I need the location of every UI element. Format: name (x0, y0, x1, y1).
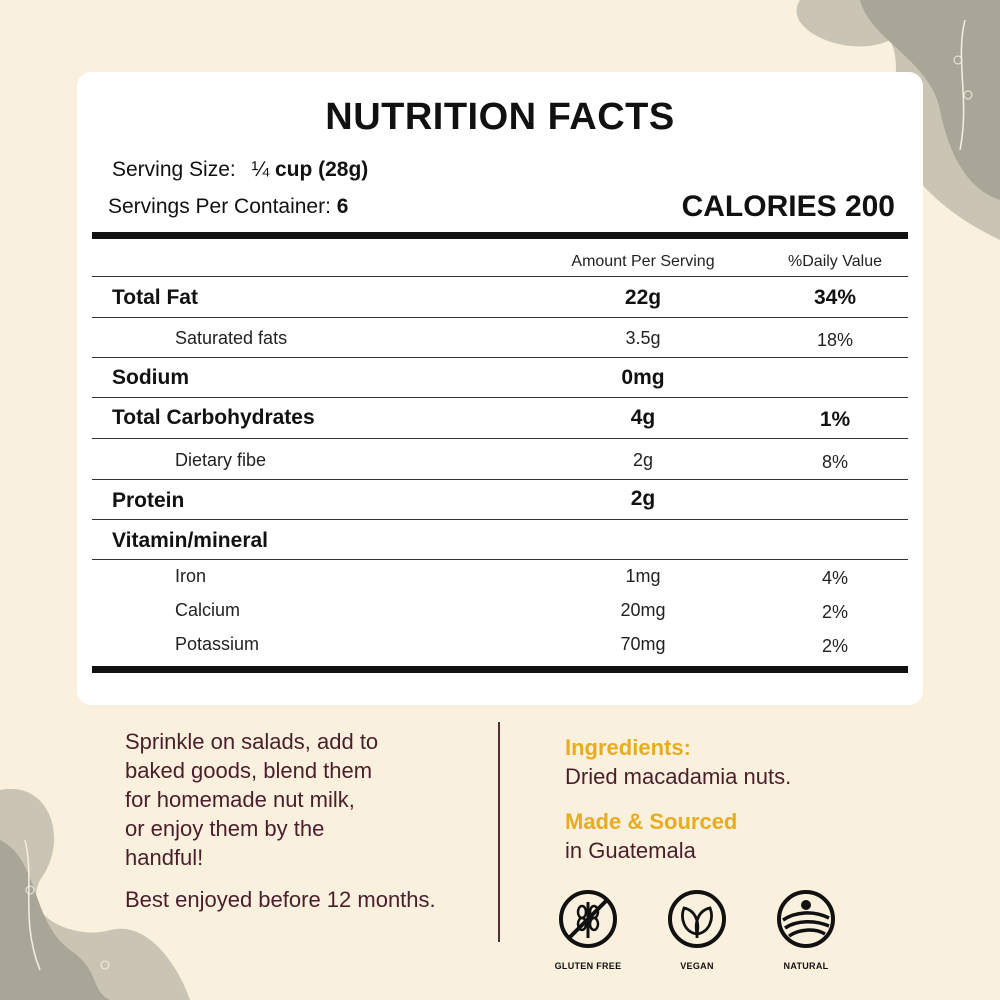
row-label-iron: Iron (175, 566, 207, 586)
serving-size-label: Serving Size: (112, 158, 236, 181)
divider (92, 438, 908, 439)
row-label-dietary-fibre: Dietary fibe (175, 450, 267, 470)
badge-label: GLUTEN FREE (554, 961, 622, 971)
divider (92, 317, 908, 318)
usage-line: or enjoy them by the (125, 816, 325, 841)
row-amount-potassium: 70mg (620, 634, 666, 654)
row-amount-total-carbohydrates: 4g (630, 406, 656, 429)
divider (92, 357, 908, 358)
vertical-divider (498, 722, 500, 942)
serving-size: Serving Size: ¼ cup (28g) (112, 158, 368, 182)
row-amount-calcium: 20mg (620, 600, 666, 620)
decorative-blob-bottom-left (0, 788, 190, 1000)
row-amount-sodium: 0mg (621, 366, 665, 389)
row-amount-protein: 2g (630, 487, 656, 510)
row-label-calcium: Calcium (175, 600, 241, 620)
row-label-total-carbohydrates: Total Carbohydrates (112, 406, 315, 429)
row-dv-dietary-fibre: 8% (821, 452, 848, 472)
ingredients-text: Dried macadamia nuts. (565, 764, 792, 789)
row-amount-total-fat: 22g (624, 286, 662, 309)
badge-label: VEGAN (680, 961, 714, 971)
usage-suggestion: Sprinkle on salads, add to baked goods, … (125, 727, 378, 872)
row-amount-dietary-fibre: 2g (632, 450, 654, 470)
origin-text: in Guatemala (565, 838, 696, 863)
calories: CALORIES 200 (681, 190, 895, 223)
divider (92, 397, 908, 398)
divider (92, 519, 908, 520)
row-dv-calcium: 2% (821, 602, 848, 622)
servings-label: Servings Per Container: (108, 195, 331, 218)
badge-label: NATURAL (783, 961, 829, 971)
badge-vegan: VEGAN (642, 888, 752, 971)
natural-field-icon (777, 890, 835, 948)
row-label-saturated-fats: Saturated fats (175, 328, 288, 348)
shelf-life: Best enjoyed before 12 months. (125, 887, 436, 912)
row-dv-potassium: 2% (821, 636, 848, 656)
nutrition-title: NUTRITION FACTS (325, 96, 675, 138)
usage-line: Sprinkle on salads, add to (125, 729, 379, 754)
row-dv-iron: 4% (821, 568, 848, 588)
badge-natural: NATURAL (751, 888, 861, 971)
row-label-potassium: Potassium (175, 634, 260, 654)
nutrition-card (77, 72, 923, 705)
header-daily-value: %Daily Value (788, 253, 882, 270)
servings-value: 6 (336, 195, 349, 218)
row-amount-iron: 1mg (625, 566, 661, 586)
usage-line: baked goods, blend them (125, 758, 373, 783)
divider (92, 559, 908, 560)
divider-thick-bottom (92, 666, 908, 673)
serving-size-value: cup (28g) (274, 158, 369, 181)
row-label-protein: Protein (112, 489, 185, 512)
row-dv-saturated-fats: 18% (816, 330, 854, 350)
ingredients-heading: Ingredients: (565, 735, 691, 760)
servings-per-container: Servings Per Container: 6 (108, 195, 348, 219)
row-dv-total-fat: 34% (813, 286, 857, 309)
divider-thick-top (92, 232, 908, 239)
row-amount-saturated-fats: 3.5g (625, 328, 661, 348)
divider (92, 479, 908, 480)
serving-size-fraction: ¼ (251, 158, 270, 181)
row-label-vitamin-mineral: Vitamin/mineral (112, 529, 269, 552)
gluten-free-icon (559, 890, 617, 948)
row-label-sodium: Sodium (112, 366, 189, 389)
origin-heading: Made & Sourced (565, 809, 738, 834)
badge-gluten-free: GLUTEN FREE (533, 888, 643, 971)
row-dv-total-carbohydrates: 1% (819, 408, 851, 431)
usage-line: for homemade nut milk, (125, 787, 355, 812)
divider (92, 276, 908, 277)
usage-line: handful! (125, 845, 204, 870)
vegan-leaf-icon (668, 890, 726, 948)
header-amount-per-serving: Amount Per Serving (571, 253, 715, 270)
row-label-total-fat: Total Fat (112, 286, 198, 309)
